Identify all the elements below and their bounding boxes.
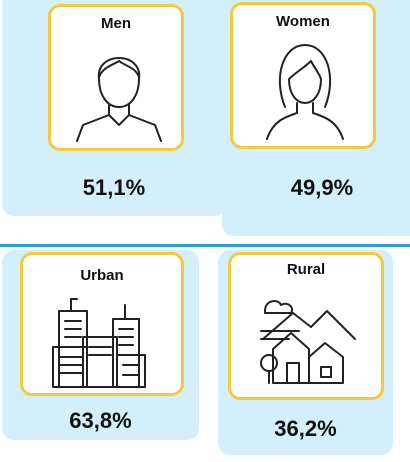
card-men: Men 51,1% [2,0,226,216]
card-urban: Urban 63,8% [2,250,199,440]
card-value: 51,1% [82,175,146,200]
card-label: Men [101,15,131,32]
card-value: 36,2% [274,416,337,441]
icon-box: Rural [228,252,384,400]
city-icon [52,298,146,388]
card-value: 49,9% [290,175,354,200]
woman-icon [266,44,344,140]
card-label: Urban [80,267,124,284]
rural-icon [260,300,356,384]
card-rural: Rural 36,2% [218,250,393,455]
card-value: 63,8% [69,408,132,433]
card-label: Women [276,13,330,30]
card-women: Women 49,9% [222,0,410,236]
icon-box: Women [230,2,376,149]
card-label: Rural [286,261,326,278]
icon-box: Men [48,4,184,151]
icon-box: Urban [20,252,184,396]
separator [0,244,410,247]
man-icon [76,57,162,142]
